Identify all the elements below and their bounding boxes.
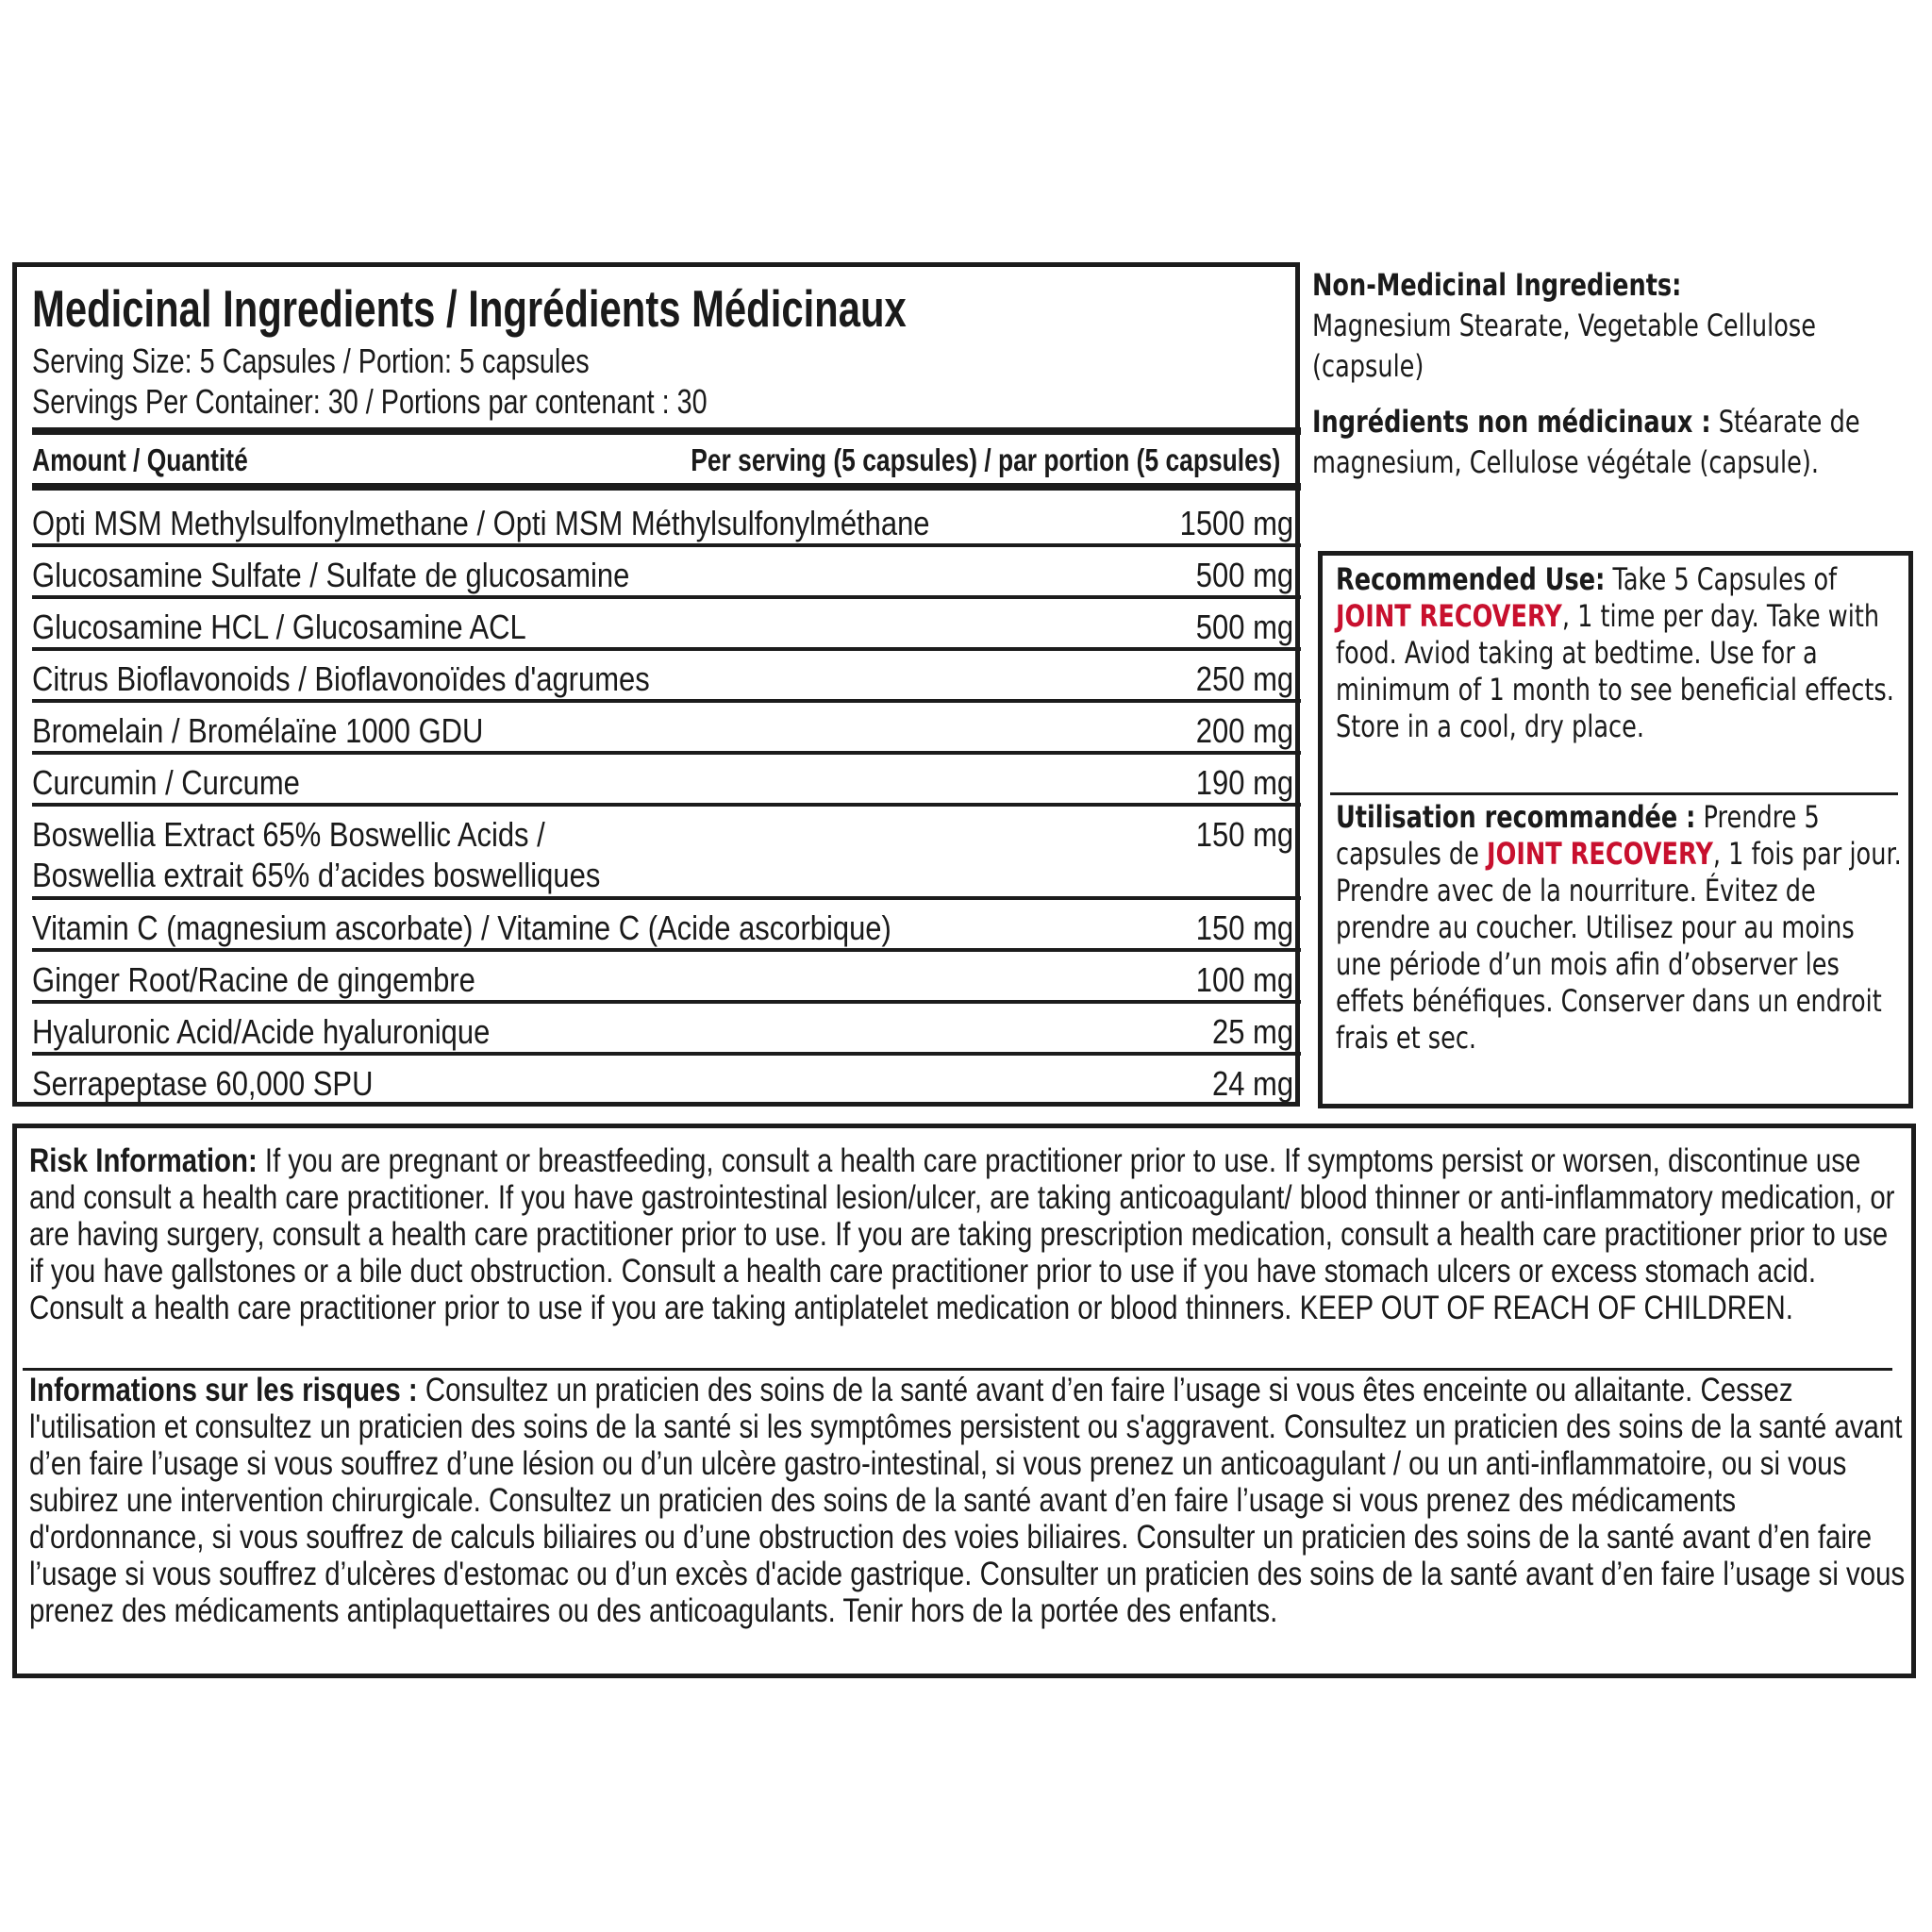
ingredient-name: Opti MSM Methylsulfonylmethane / Opti MS…	[32, 504, 930, 542]
table-row: Ginger Root/Racine de gingembre 100 mg	[32, 952, 1301, 1004]
risk-information-en: Risk Information: If you are pregnant or…	[29, 1142, 1907, 1326]
recommended-use-en-heading: Recommended Use:	[1336, 561, 1606, 597]
table-row: Glucosamine HCL / Glucosamine ACL 500 mg	[32, 599, 1301, 651]
table-row: Boswellia Extract 65% Boswellic Acids / B…	[32, 807, 1301, 900]
ingredient-name: Curcumin / Curcume	[32, 763, 300, 802]
per-serving-header: Per serving (5 capsules) / par portion (…	[690, 442, 1280, 477]
non-medicinal-en-text: Magnesium Stearate, Vegetable Cellulose …	[1312, 308, 1816, 384]
ingredient-name: Glucosamine Sulfate / Sulfate de glucosa…	[32, 556, 630, 594]
recommended-use-fr-text-cont: , 1 fois par jour. Prendre avec de la no…	[1336, 836, 1902, 1056]
ingredient-amount: 190 mg	[1195, 763, 1293, 802]
ingredient-amount: 1500 mg	[1179, 504, 1293, 542]
serving-size: Serving Size: 5 Capsules / Portion: 5 ca…	[32, 341, 590, 380]
table-row: Glucosamine Sulfate / Sulfate de glucosa…	[32, 547, 1301, 599]
non-medicinal-en: Non-Medicinal Ingredients: Magnesium Ste…	[1312, 265, 1916, 387]
ingredient-name: Vitamin C (magnesium ascorbate) / Vitami…	[32, 908, 891, 947]
recommended-use-fr-heading: Utilisation recommandée :	[1336, 799, 1696, 835]
amount-header: Amount / Quantité	[32, 442, 248, 477]
ingredient-name: Bromelain / Bromélaïne 1000 GDU	[32, 711, 484, 750]
ingredient-amount: 100 mg	[1195, 960, 1293, 999]
ingredient-amount: 25 mg	[1211, 1012, 1293, 1051]
risk-information-fr: Informations sur les risques : Consultez…	[29, 1372, 1907, 1629]
ingredient-name: Serrapeptase 60,000 SPU	[32, 1064, 374, 1103]
brand-name: JOINT RECOVERY	[1487, 836, 1713, 872]
section-divider	[23, 1368, 1892, 1371]
table-row: Vitamin C (magnesium ascorbate) / Vitami…	[32, 900, 1301, 952]
non-medicinal-fr: Ingrédients non médicinaux : Stéarate de…	[1312, 402, 1901, 483]
risk-information-panel: Risk Information: If you are pregnant or…	[12, 1124, 1916, 1678]
ingredient-amount: 500 mg	[1195, 608, 1293, 646]
section-divider	[1330, 792, 1898, 795]
table-row: Citrus Bioflavonoids / Bioflavonoïdes d'…	[32, 651, 1301, 703]
ingredient-name: Citrus Bioflavonoids / Bioflavonoïdes d'…	[32, 659, 650, 698]
non-medicinal-fr-heading: Ingrédients non médicinaux :	[1312, 404, 1711, 440]
non-medicinal-en-heading: Non-Medicinal Ingredients:	[1312, 267, 1682, 303]
ingredient-amount: 250 mg	[1195, 659, 1293, 698]
ingredient-name: Glucosamine HCL / Glucosamine ACL	[32, 608, 526, 646]
ingredient-name: Boswellia Extract 65% Boswellic Acids /	[32, 815, 545, 854]
brand-name: JOINT RECOVERY	[1336, 598, 1562, 634]
ingredient-table: Opti MSM Methylsulfonylmethane / Opti MS…	[32, 495, 1301, 1108]
medicinal-title: Medicinal Ingredients / Ingrédients Médi…	[32, 279, 907, 338]
table-row: Opti MSM Methylsulfonylmethane / Opti MS…	[32, 495, 1301, 547]
table-row: Hyaluronic Acid/Acide hyaluronique 25 mg	[32, 1004, 1301, 1056]
risk-en-text: If you are pregnant or breastfeeding, co…	[29, 1142, 1895, 1326]
risk-fr-heading: Informations sur les risques :	[29, 1372, 418, 1408]
header-rule-top	[32, 427, 1301, 435]
recommended-use-en: Recommended Use: Take 5 Capsules of JOIN…	[1336, 561, 1902, 745]
ingredient-amount: 500 mg	[1195, 556, 1293, 594]
recommended-use-en-text-cont: , 1 time per day. Take with food. Aviod …	[1336, 598, 1894, 744]
medicinal-ingredients-panel: Medicinal Ingredients / Ingrédients Médi…	[12, 262, 1301, 1108]
ingredient-amount: 150 mg	[1195, 815, 1293, 854]
servings-per-container: Servings Per Container: 30 / Portions pa…	[32, 382, 708, 421]
non-medicinal-fr-text: Stéarate de magnesium, Cellulose végétal…	[1312, 404, 1860, 480]
ingredient-amount: 150 mg	[1195, 908, 1293, 947]
ingredient-name: Hyaluronic Acid/Acide hyaluronique	[32, 1012, 491, 1051]
risk-en-heading: Risk Information:	[29, 1142, 258, 1179]
ingredient-amount: 24 mg	[1211, 1064, 1293, 1103]
recommended-use-fr: Utilisation recommandée : Prendre 5 caps…	[1336, 799, 1902, 1057]
table-row: Curcumin / Curcume 190 mg	[32, 755, 1301, 807]
recommended-use-panel: Recommended Use: Take 5 Capsules of JOIN…	[1318, 551, 1913, 1108]
ingredient-name: Ginger Root/Racine de gingembre	[32, 960, 475, 999]
ingredient-amount: 200 mg	[1195, 711, 1293, 750]
recommended-use-fr-text: Prendre 5 capsules de	[1336, 799, 1820, 872]
table-row: Serrapeptase 60,000 SPU 24 mg	[32, 1056, 1301, 1108]
risk-fr-text: Consultez un praticien des soins de la s…	[29, 1372, 1906, 1629]
table-row: Bromelain / Bromélaïne 1000 GDU 200 mg	[32, 703, 1301, 755]
ingredient-name-line2: Boswellia extrait 65% d’acides boswelliq…	[32, 856, 601, 894]
header-rule-bottom	[32, 483, 1301, 491]
recommended-use-en-text: Take 5 Capsules of	[1605, 561, 1838, 597]
